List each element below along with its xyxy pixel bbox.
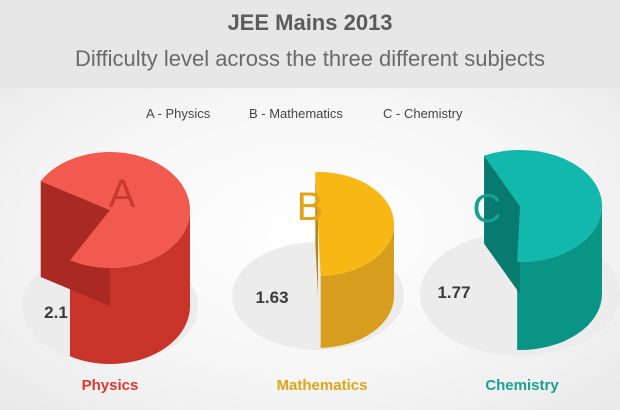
- value-label-chemistry: 1.77: [437, 283, 470, 302]
- value-label-mathematics: 1.63: [255, 288, 288, 307]
- chart-subtitle: Difficulty level across the three differ…: [75, 46, 545, 71]
- wedge-wall-physics: [70, 210, 190, 364]
- subject-name-mathematics: Mathematics: [277, 377, 368, 394]
- header-band: JEE Mains 2013 Difficulty level across t…: [0, 0, 620, 88]
- subject-name-physics: Physics: [82, 377, 139, 394]
- chart-title: JEE Mains 2013: [227, 10, 393, 35]
- value-label-physics: 2.1: [44, 303, 68, 322]
- letter-mathematics: B: [297, 185, 324, 229]
- subject-name-chemistry: Chemistry: [485, 377, 559, 394]
- legend-item-physics: A - Physics: [146, 106, 211, 121]
- wedge-side-mathematics: [315, 172, 318, 296]
- wedge-top-physics: [40, 151, 191, 268]
- wedge-wall-mathematics: [320, 224, 394, 348]
- wedge-side-physics: [40, 181, 110, 306]
- wedge-top-mathematics: [315, 172, 394, 276]
- wedge-top-chemistry: [484, 150, 602, 262]
- wedge-side-chemistry: [484, 155, 520, 294]
- letter-physics: A: [109, 172, 136, 216]
- legend-item-mathematics: B - Mathematics: [249, 106, 343, 121]
- wedge-wall-chemistry: [517, 206, 602, 350]
- letter-chemistry: C: [473, 187, 502, 231]
- legend-item-chemistry: C - Chemistry: [383, 106, 463, 121]
